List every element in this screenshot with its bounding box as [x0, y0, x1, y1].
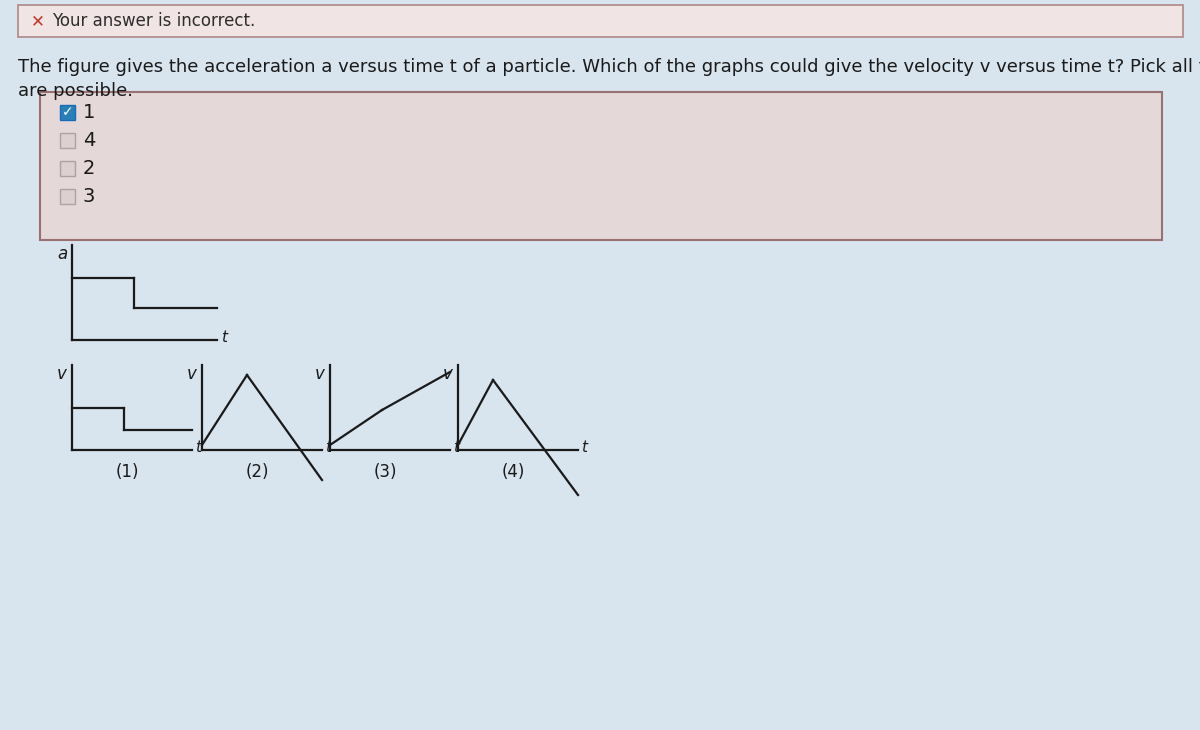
Text: are possible.: are possible. — [18, 82, 133, 100]
Text: (1): (1) — [115, 463, 139, 481]
Text: v: v — [316, 365, 325, 383]
Text: ✕: ✕ — [31, 12, 44, 30]
FancyBboxPatch shape — [60, 104, 74, 120]
FancyBboxPatch shape — [40, 92, 1162, 240]
Text: t: t — [325, 440, 331, 456]
Text: (3): (3) — [373, 463, 397, 481]
Text: v: v — [443, 365, 452, 383]
Text: v: v — [58, 365, 67, 383]
Text: (2): (2) — [245, 463, 269, 481]
FancyBboxPatch shape — [60, 161, 74, 175]
FancyBboxPatch shape — [18, 5, 1183, 37]
Text: t: t — [581, 440, 587, 456]
Text: The figure gives the acceleration a versus time t of a particle. Which of the gr: The figure gives the acceleration a vers… — [18, 58, 1200, 76]
Text: ✓: ✓ — [61, 105, 73, 119]
Text: v: v — [187, 365, 197, 383]
Text: 4: 4 — [83, 131, 95, 150]
FancyBboxPatch shape — [60, 188, 74, 204]
FancyBboxPatch shape — [60, 133, 74, 147]
Text: t: t — [454, 440, 458, 456]
Text: Your answer is incorrect.: Your answer is incorrect. — [52, 12, 256, 30]
Text: 2: 2 — [83, 158, 95, 177]
Text: a: a — [56, 245, 67, 263]
Text: 3: 3 — [83, 186, 95, 206]
Text: t: t — [221, 331, 227, 345]
Text: t: t — [194, 440, 202, 456]
Text: (4): (4) — [502, 463, 524, 481]
Text: 1: 1 — [83, 102, 95, 121]
